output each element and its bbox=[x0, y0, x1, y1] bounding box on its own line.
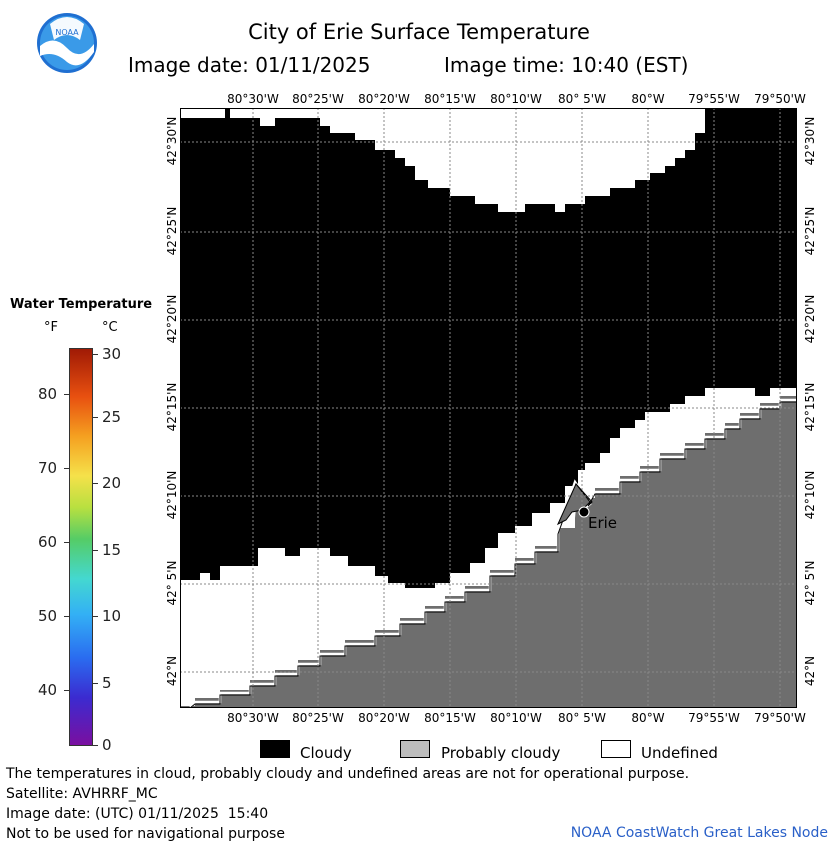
latitude-label: 42°30'N bbox=[165, 116, 179, 166]
latitude-label: 42°N bbox=[803, 655, 817, 687]
satellite-note: Satellite: AVHRRF_MC bbox=[6, 786, 158, 802]
celsius-tick-label: 20 bbox=[102, 474, 122, 492]
latitude-label: 42°30'N bbox=[803, 116, 817, 166]
fahrenheit-tick-mark bbox=[64, 468, 69, 469]
undefined-key-label: Undefined bbox=[641, 744, 718, 762]
longitude-label: 79°55'W bbox=[688, 92, 740, 106]
logo-text: NOAA bbox=[55, 28, 79, 37]
latitude-label: 42° 5'N bbox=[803, 560, 817, 606]
longitude-label: 80°10'W bbox=[490, 711, 542, 725]
celsius-tick-mark bbox=[93, 683, 98, 684]
fahrenheit-tick-mark bbox=[64, 616, 69, 617]
surface-temperature-map: Erie bbox=[180, 108, 797, 708]
longitude-label: 80°10'W bbox=[490, 92, 542, 106]
latitude-label: 42°15'N bbox=[165, 382, 179, 432]
longitude-label: 80°30'W bbox=[227, 711, 279, 725]
longitude-label: 80°15'W bbox=[424, 92, 476, 106]
longitude-label: 79°50'W bbox=[754, 711, 806, 725]
fahrenheit-tick-mark bbox=[64, 542, 69, 543]
celsius-tick-label: 5 bbox=[102, 674, 112, 692]
celsius-tick-label: 0 bbox=[102, 736, 112, 754]
latitude-label: 42° 5'N bbox=[165, 560, 179, 606]
legend-title: Water Temperature bbox=[10, 297, 153, 312]
longitude-label: 79°55'W bbox=[688, 711, 740, 725]
longitude-label: 79°50'W bbox=[754, 92, 806, 106]
celsius-tick-label: 10 bbox=[102, 607, 122, 625]
latitude-label: 42°N bbox=[165, 655, 179, 687]
noaa-logo: NOAA bbox=[37, 13, 97, 73]
shoreline-outline bbox=[189, 401, 797, 708]
erie-city-marker bbox=[578, 506, 590, 518]
temperature-color-bar bbox=[69, 348, 93, 746]
credit-link[interactable]: NOAA CoastWatch Great Lakes Node bbox=[570, 825, 828, 841]
fahrenheit-tick-mark bbox=[64, 394, 69, 395]
celsius-tick-mark bbox=[93, 550, 98, 551]
celsius-tick-label: 15 bbox=[102, 541, 122, 559]
navigation-warning: Not to be used for navigational purpose bbox=[6, 826, 285, 842]
latitude-label: 42°25'N bbox=[803, 206, 817, 256]
longitude-label: 80°25'W bbox=[292, 92, 344, 106]
cloudy-swatch bbox=[260, 740, 290, 758]
latitude-label: 42°10'N bbox=[803, 470, 817, 520]
fahrenheit-tick-label: 80 bbox=[38, 385, 58, 403]
image-date: Image date: 01/11/2025 bbox=[128, 53, 371, 77]
fahrenheit-tick-mark bbox=[64, 690, 69, 691]
longitude-label: 80°15'W bbox=[424, 711, 476, 725]
unit-celsius: °C bbox=[102, 320, 118, 335]
longitude-label: 80°W bbox=[631, 711, 665, 725]
probably-cloudy-key-label: Probably cloudy bbox=[441, 744, 561, 762]
longitude-label: 80°W bbox=[631, 92, 665, 106]
cloudy-key-label: Cloudy bbox=[300, 744, 352, 762]
map-border bbox=[180, 108, 797, 708]
latitude-label: 42°20'N bbox=[803, 294, 817, 344]
longitude-label: 80° 5'W bbox=[558, 711, 606, 725]
latitude-label: 42°15'N bbox=[803, 382, 817, 432]
longitude-label: 80°20'W bbox=[358, 92, 410, 106]
celsius-tick-mark bbox=[93, 616, 98, 617]
fahrenheit-tick-label: 50 bbox=[38, 607, 58, 625]
latitude-label: 42°20'N bbox=[165, 294, 179, 344]
cloudy-area bbox=[180, 108, 797, 588]
unit-fahrenheit: °F bbox=[44, 320, 58, 335]
fahrenheit-tick-label: 40 bbox=[38, 681, 58, 699]
latitude-label: 42°25'N bbox=[165, 206, 179, 256]
celsius-tick-mark bbox=[93, 745, 98, 746]
probably-cloudy-area bbox=[180, 396, 797, 708]
page-title: City of Erie Surface Temperature bbox=[248, 20, 590, 44]
longitude-label: 80°25'W bbox=[292, 711, 344, 725]
probably-cloudy-swatch bbox=[400, 740, 430, 758]
graticule bbox=[180, 108, 797, 708]
celsius-tick-mark bbox=[93, 483, 98, 484]
utc-date-note: Image date: (UTC) 01/11/2025 15:40 bbox=[6, 806, 269, 822]
disclaimer-note: The temperatures in cloud, probably clou… bbox=[6, 766, 690, 782]
longitude-label: 80° 5'W bbox=[558, 92, 606, 106]
undefined-swatch bbox=[601, 740, 631, 758]
longitude-label: 80°30'W bbox=[227, 92, 279, 106]
shoreline bbox=[189, 398, 797, 708]
celsius-tick-label: 25 bbox=[102, 408, 122, 426]
fahrenheit-tick-label: 60 bbox=[38, 533, 58, 551]
fahrenheit-tick-label: 70 bbox=[38, 459, 58, 477]
erie-city-label: Erie bbox=[588, 514, 617, 532]
celsius-tick-mark bbox=[93, 354, 98, 355]
image-time: Image time: 10:40 (EST) bbox=[444, 53, 689, 77]
longitude-label: 80°20'W bbox=[358, 711, 410, 725]
celsius-tick-mark bbox=[93, 417, 98, 418]
latitude-label: 42°10'N bbox=[165, 470, 179, 520]
celsius-tick-label: 30 bbox=[102, 345, 122, 363]
